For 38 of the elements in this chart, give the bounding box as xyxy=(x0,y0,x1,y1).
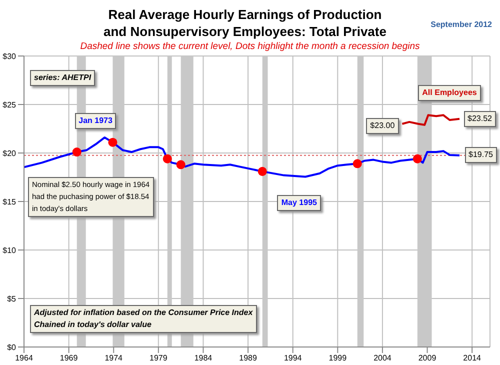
line-series xyxy=(24,136,461,178)
point xyxy=(412,154,422,164)
line-series xyxy=(401,114,461,126)
x-tick-label: 1969 xyxy=(60,354,78,363)
point xyxy=(72,148,82,157)
annotation: Jan 1973 xyxy=(74,113,116,130)
x-tick-label: 2004 xyxy=(374,354,392,363)
chart-title: Real Average Hourly Earnings of Production and Nonsupervisory Employees: Total Private xyxy=(102,6,388,40)
point xyxy=(108,138,118,147)
y-tick-label: $25 xyxy=(2,100,17,110)
x-tick-label: 1964 xyxy=(15,354,34,363)
point xyxy=(162,154,172,164)
x-tick-label: 2009 xyxy=(418,354,437,363)
y-tick-label: $15 xyxy=(2,197,17,206)
chart-subtitle: Dashed line shows the current level, Dots highlight the month a recession begins xyxy=(79,41,421,52)
x-tick-label: 2014 xyxy=(463,354,482,363)
y-tick-label: $30 xyxy=(2,52,17,61)
annotation: $23.52 xyxy=(464,110,496,127)
x-tick-label: 1979 xyxy=(150,354,168,363)
x-tick-label: 1974 xyxy=(104,354,124,363)
point xyxy=(258,166,267,176)
annotation: $19.75 xyxy=(464,147,497,164)
x-tick-label: 1994 xyxy=(284,354,302,363)
text: All Employees xyxy=(418,85,481,102)
x-tick-label: 1984 xyxy=(194,354,213,363)
annotation: Adjusted for inflation based on the Consumer Price Index Chained in today's dollar value xyxy=(30,305,257,333)
y-tick-label: $0 xyxy=(7,342,17,352)
point xyxy=(176,160,186,170)
y-tick-label: $10 xyxy=(2,246,17,255)
y-tick-label: $5 xyxy=(7,294,17,304)
x-tick-label: 1999 xyxy=(328,354,348,363)
y-tick-label: $20 xyxy=(2,148,17,158)
annotation: $23.00 xyxy=(366,118,399,134)
text: September 2012 xyxy=(430,20,492,29)
x-tick-label: 1989 xyxy=(239,354,258,363)
annotation: series: AHETPI xyxy=(30,70,96,86)
point xyxy=(352,159,362,168)
annotation: May 1995 xyxy=(277,194,321,211)
